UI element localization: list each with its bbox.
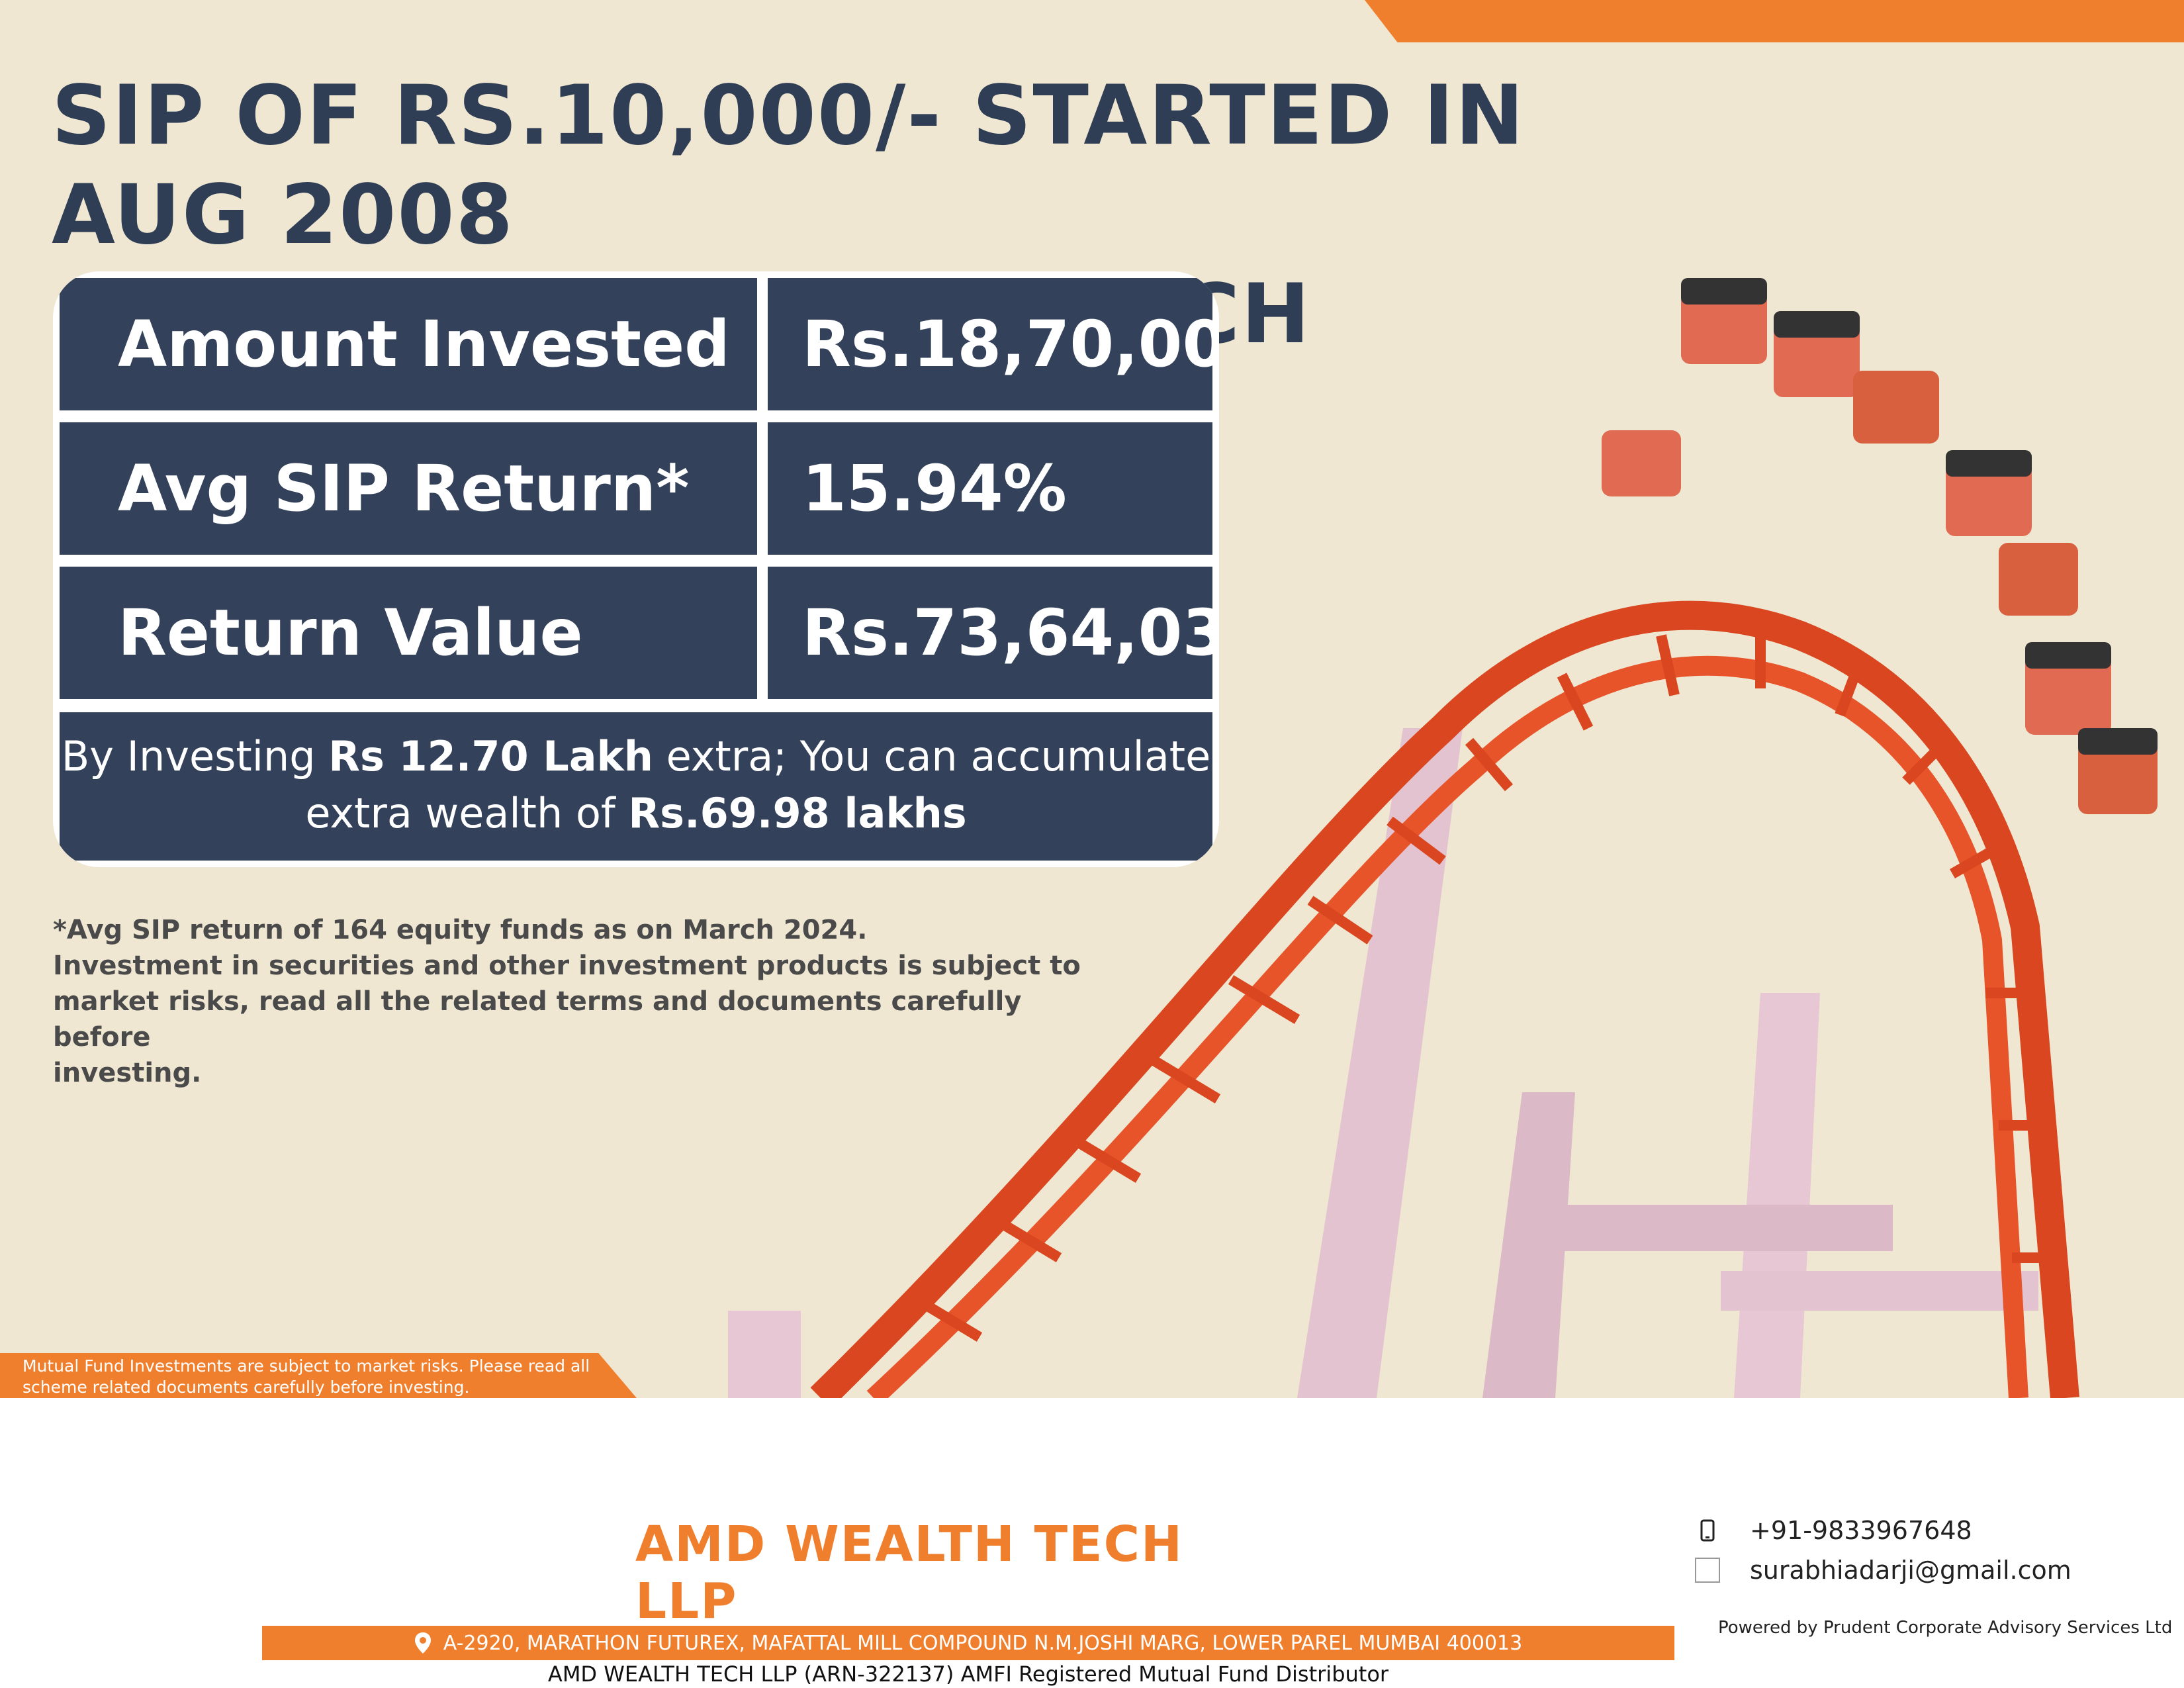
support-pillar [1734, 993, 1820, 1398]
headline-line-1: SIP OF RS.10,000/- STARTED IN AUG 2008 [52, 68, 1525, 263]
support-beam [1721, 1271, 2038, 1311]
contact-email[interactable]: surabhiadarji@gmail.com [1694, 1556, 2071, 1585]
support-pillar [1297, 728, 1463, 1398]
disclaimer-bar [0, 1353, 637, 1398]
summary-text: extra wealth of [305, 789, 629, 837]
label-return-value: Return Value [60, 567, 757, 699]
summary-extra-wealth: Rs.69.98 lakhs [628, 789, 967, 837]
investment-summary-table: Amount Invested Rs.18,70,000/- Avg SIP R… [53, 271, 1219, 867]
roller-coaster-illustration [728, 278, 2158, 1398]
footnote: *Avg SIP return of 164 equity funds as o… [53, 912, 1085, 1091]
arn-statement: AMD WEALTH TECH LLP (ARN-322137) AMFI Re… [547, 1662, 1389, 1687]
footnote-line: Investment in securities and other inves… [53, 951, 1081, 981]
track-ties [910, 629, 2052, 1342]
contact-phone[interactable]: +91-9833967648 [1694, 1516, 1972, 1545]
footnote-line: *Avg SIP return of 164 equity funds as o… [53, 915, 868, 945]
support-pillar [1482, 1092, 1575, 1398]
phone-number[interactable]: +91-9833967648 [1750, 1516, 1972, 1545]
phone-icon [1694, 1517, 1721, 1544]
checkbox-icon [1694, 1557, 1721, 1583]
disclaimer-line: scheme related documents carefully befor… [23, 1378, 470, 1397]
poster-banner: SIP OF RS.10,000/- STARTED IN AUG 2008 &… [0, 0, 2184, 1398]
top-accent-bar [1365, 0, 2184, 42]
track-rail [810, 600, 2079, 1398]
footnote-line: investing. [53, 1058, 202, 1088]
summary-line-2: extra wealth of Rs.69.98 lakhs [60, 785, 1212, 842]
summary-line-1: By Investing Rs 12.70 Lakh extra; You ca… [60, 728, 1212, 785]
summary-text: By Investing [61, 732, 329, 780]
label-amount-invested: Amount Invested [60, 278, 757, 410]
company-name: AMD WEALTH TECH LLP [635, 1516, 1183, 1630]
value-return-value: Rs.73,64,031/- [768, 567, 1219, 699]
disclaimer-text: Mutual Fund Investments are subject to m… [23, 1356, 618, 1398]
summary-text: extra; You can accumulate [653, 732, 1211, 780]
address-text: A-2920, MARATHON FUTUREX, MAFATTAL MILL … [443, 1631, 1523, 1655]
coaster-cars [1602, 278, 2158, 814]
summary-extra-investment: Rs 12.70 Lakh [328, 732, 653, 780]
powered-by: Powered by Prudent Corporate Advisory Se… [1718, 1618, 2173, 1638]
summary-statement: By Investing Rs 12.70 Lakh extra; You ca… [60, 712, 1212, 861]
disclaimer-line: Mutual Fund Investments are subject to m… [23, 1356, 590, 1376]
value-avg-sip-return: 15.94% [768, 422, 1212, 555]
email-address[interactable]: surabhiadarji@gmail.com [1750, 1556, 2071, 1585]
support-beam [1549, 1205, 1893, 1251]
support-pillar [728, 1311, 801, 1398]
location-pin-icon [414, 1632, 432, 1654]
value-amount-invested: Rs.18,70,000/- [768, 278, 1219, 410]
label-avg-sip-return: Avg SIP Return* [60, 422, 757, 555]
address-bar: A-2920, MARATHON FUTUREX, MAFATTAL MILL … [262, 1626, 1674, 1660]
footnote-line: market risks, read all the related terms… [53, 986, 1022, 1053]
